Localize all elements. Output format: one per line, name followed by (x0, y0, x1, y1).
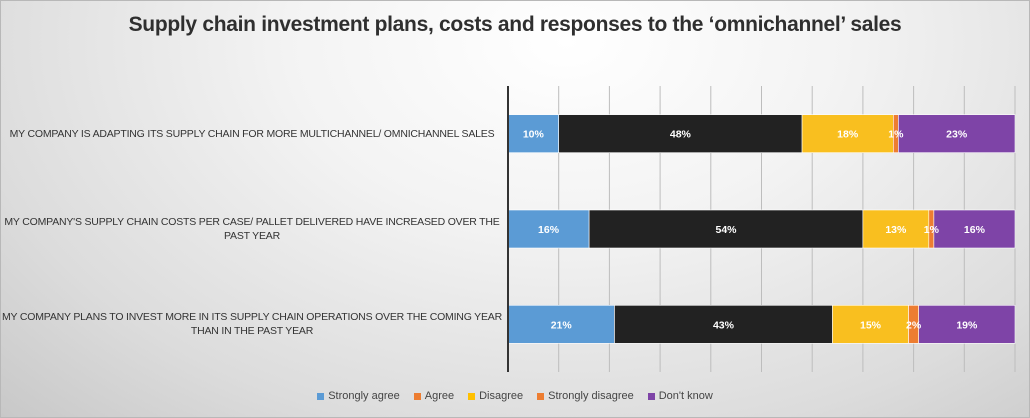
bar-segment-disagree (801, 114, 894, 153)
legend-swatch (317, 392, 325, 400)
legend-label: Agree (424, 390, 455, 402)
legend-label: Disagree (479, 390, 524, 402)
legend-swatch (537, 392, 545, 400)
legend-swatch (468, 392, 476, 400)
legend-label: Don't know (658, 390, 713, 402)
bar-segment-agree (614, 305, 833, 344)
category-label: MY COMPANY IS ADAPTING ITS SUPPLY CHAIN … (9, 127, 495, 140)
legend-item: Strongly disagree (537, 390, 634, 402)
bar-segment-strongly-agree (507, 305, 615, 344)
legend-item: Agree (413, 390, 455, 402)
bar-segment-disagree (862, 209, 930, 249)
legend: Strongly agree Agree Disagree Strongly disa… (0, 390, 1030, 402)
category-label: MY COMPANY PLANS TO INVEST MORE IN ITS S… (2, 311, 502, 338)
bar-segment-strongly-agree (507, 209, 590, 249)
data-label: 21% (551, 319, 573, 331)
data-label: 16% (964, 224, 986, 236)
data-label: 2% (906, 319, 922, 331)
chart-title: Supply chain investment plans, costs and… (128, 13, 902, 36)
bar-segment-agree (588, 209, 864, 249)
data-label: 15% (860, 319, 882, 331)
legend-item: Strongly agree (317, 390, 400, 402)
data-label: 19% (956, 319, 978, 331)
data-label: 1% (888, 129, 904, 141)
legend-label: Strongly disagree (548, 390, 634, 402)
data-label: 23% (946, 129, 968, 141)
bar-segment-don-t-know (918, 305, 1016, 344)
data-label: 48% (670, 129, 692, 141)
bar-segment-strongly-agree (507, 114, 560, 153)
bar-segment-don-t-know (898, 114, 1016, 153)
data-label: 16% (538, 224, 560, 236)
bar-segment-don-t-know (933, 209, 1016, 249)
data-labels: 10% 48% 18% 1% 23% 16% 54% 13% 1% 16% 21% 43% 15% 2% 1… (523, 129, 986, 332)
legend-item: Don't know (647, 390, 713, 402)
data-label: 10% (523, 129, 545, 141)
legend-item: Disagree (468, 390, 523, 402)
data-label: 54% (716, 224, 738, 236)
data-label: 13% (885, 224, 907, 236)
bars (507, 114, 1016, 344)
legend-swatch (647, 392, 655, 400)
category-label: MY COMPANY'S SUPPLY CHAIN COSTS PER CASE… (4, 216, 500, 242)
bar-segment-disagree (832, 305, 909, 344)
bar-segment-agree (558, 114, 803, 153)
data-label: 1% (924, 224, 940, 236)
data-label: 43% (713, 319, 735, 331)
legend-label: Strongly agree (328, 390, 400, 402)
legend-swatch (413, 392, 421, 400)
data-label: 18% (837, 129, 859, 141)
